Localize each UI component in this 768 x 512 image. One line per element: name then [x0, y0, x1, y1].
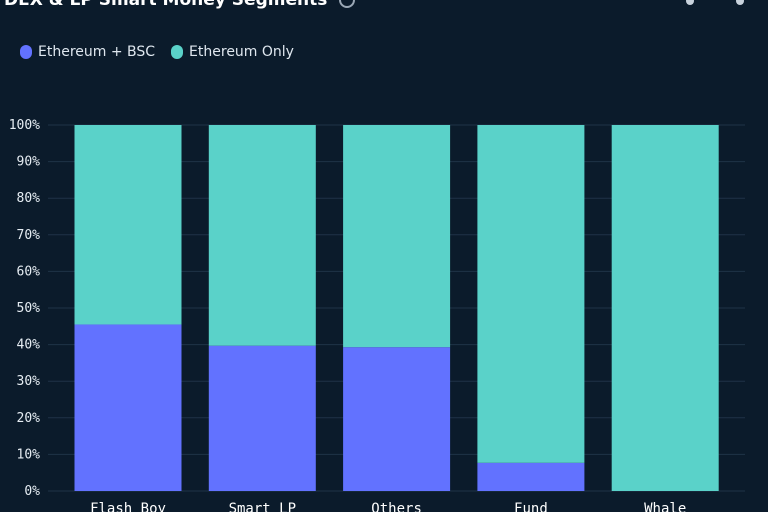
chart-title-text: DEX & LP Smart Money Segments	[4, 0, 328, 10]
bar-segment[interactable]	[343, 125, 451, 348]
y-tick-label: 100%	[9, 118, 40, 133]
y-tick-label: 30%	[17, 374, 41, 389]
top-bar: DEX & LP Smart Money Segments	[0, 0, 768, 12]
legend-swatch-ethereum-bsc	[20, 45, 32, 59]
more-icon[interactable]	[736, 0, 744, 5]
chart-title: DEX & LP Smart Money Segments	[4, 0, 356, 10]
y-tick-label: 20%	[17, 411, 41, 426]
bar-segment[interactable]	[477, 125, 585, 463]
x-category-label: Others	[371, 501, 422, 512]
y-tick-label: 50%	[17, 301, 41, 316]
bar-segment[interactable]	[74, 324, 182, 491]
bar-segment[interactable]	[611, 125, 719, 491]
y-tick-label: 80%	[17, 191, 41, 206]
bar-segment[interactable]	[343, 347, 451, 491]
x-category-label: Fund	[514, 501, 548, 512]
y-tick-label: 90%	[17, 155, 41, 170]
legend-label: Ethereum + BSC	[38, 44, 156, 60]
x-category-label: Whale	[644, 501, 686, 512]
bar-segment[interactable]	[208, 125, 316, 346]
bar-segment[interactable]	[74, 125, 182, 325]
options-icon[interactable]	[686, 0, 694, 5]
legend-item-ethereum-bsc[interactable]: Ethereum + BSC	[20, 44, 155, 60]
x-category-label: Flash Boy	[90, 501, 166, 512]
y-tick-label: 40%	[17, 338, 41, 353]
legend: Ethereum + BSC Ethereum Only	[20, 44, 294, 60]
y-tick-label: 70%	[17, 228, 41, 243]
bar-segment[interactable]	[477, 462, 585, 491]
legend-item-ethereum-only[interactable]: Ethereum Only	[171, 44, 294, 60]
legend-swatch-ethereum-only	[171, 45, 184, 59]
y-tick-label: 60%	[17, 264, 41, 279]
y-tick-label: 10%	[17, 447, 41, 462]
legend-label: Ethereum Only	[189, 44, 294, 60]
y-tick-label: 0%	[24, 484, 40, 499]
x-category-label: Smart LP	[229, 501, 296, 512]
bar-segment[interactable]	[208, 345, 316, 491]
